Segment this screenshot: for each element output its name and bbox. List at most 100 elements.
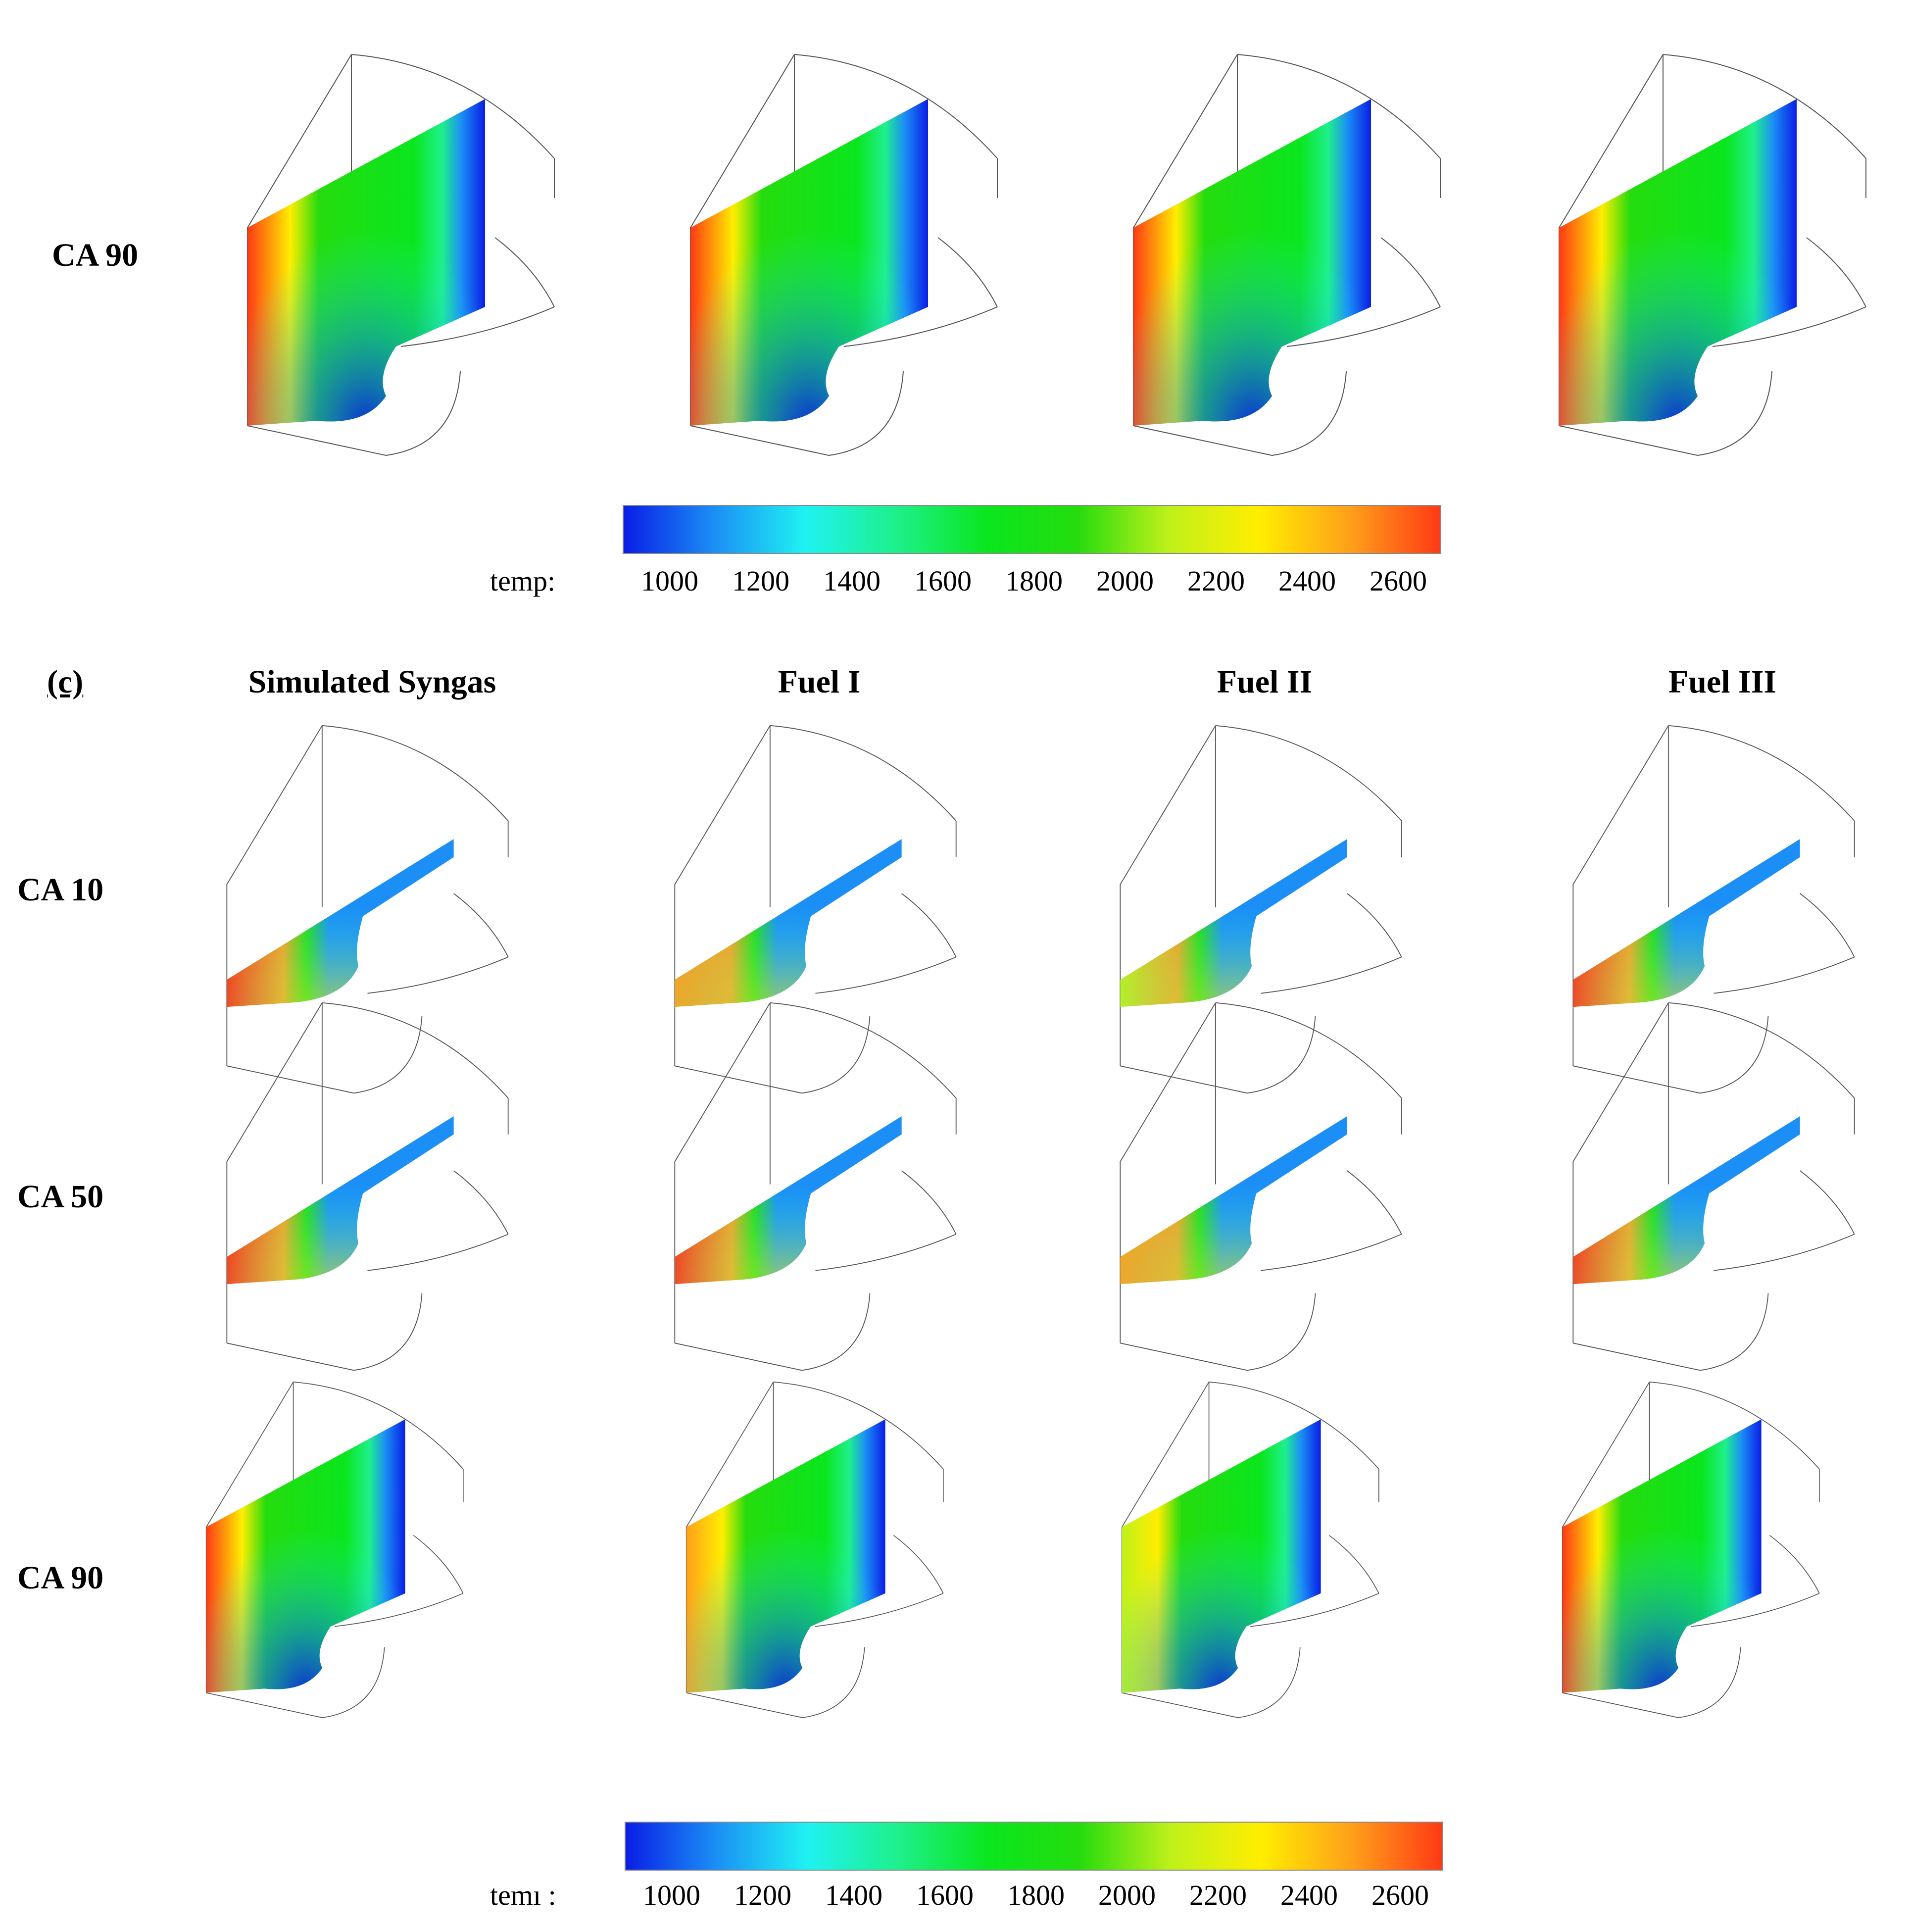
contour-panel xyxy=(678,1361,1034,1718)
bottom-tick: 1000 xyxy=(643,1879,700,1911)
wireframe-arc xyxy=(675,1293,871,1371)
wireframe-arc xyxy=(675,1016,871,1094)
contour-panel xyxy=(1111,725,1438,1094)
wireframe-arc xyxy=(690,371,904,456)
wireframe-arc xyxy=(1649,1382,1820,1470)
wireframe-arc xyxy=(400,237,555,347)
top-tick: 2400 xyxy=(1278,565,1336,597)
bottom-tick: 2000 xyxy=(1098,1879,1156,1911)
contour-svg xyxy=(674,725,957,1094)
wireframe-arc xyxy=(1215,1002,1402,1098)
wireframe-arc xyxy=(1286,237,1441,347)
wireframe-arc xyxy=(1120,1293,1316,1371)
wireframe-arc xyxy=(1714,893,1855,994)
column-title-fuel-ii: Fuel II xyxy=(1217,664,1313,700)
row-label-ca90: CA 90 xyxy=(17,1560,104,1596)
row-label-ca10: CA 10 xyxy=(17,872,104,908)
row-label-ca50: CA 50 xyxy=(17,1179,104,1215)
wireframe-arc xyxy=(1573,1293,1769,1371)
contour-panel xyxy=(218,725,544,1094)
wireframe-edge xyxy=(674,725,771,1066)
wireframe-edge xyxy=(1121,1382,1210,1693)
contour-panel xyxy=(666,1002,992,1371)
wireframe-arc xyxy=(351,54,555,159)
contour-svg xyxy=(226,725,509,1094)
wireframe-arc xyxy=(1663,54,1866,159)
temperature-core xyxy=(1120,839,1347,1007)
top-tick: 2600 xyxy=(1370,565,1427,597)
top-tick: 2000 xyxy=(1096,565,1154,597)
wireframe-arc xyxy=(773,1382,944,1470)
wireframe-arc xyxy=(206,1647,385,1718)
contour-svg xyxy=(1572,725,1855,1094)
wireframe-arc xyxy=(1573,1016,1769,1094)
wireframe-arc xyxy=(794,54,998,159)
temperature-core xyxy=(227,1116,454,1285)
bottom-tick: 1600 xyxy=(916,1879,974,1911)
contour-svg xyxy=(690,54,998,456)
wireframe-edge xyxy=(1572,1002,1669,1343)
colorbar-bottom-label: temı : xyxy=(490,1879,556,1911)
temperature-core xyxy=(1122,1419,1321,1693)
wireframe-edge xyxy=(1572,725,1669,1066)
bottom-tick: 2400 xyxy=(1280,1879,1338,1911)
contour-panel xyxy=(1564,1002,1891,1371)
top-tick: 1400 xyxy=(823,565,881,597)
wireframe-arc xyxy=(227,1293,423,1371)
wireframe-arc xyxy=(770,1002,957,1098)
wireframe-arc xyxy=(1712,237,1866,347)
wireframe-arc xyxy=(1209,1382,1379,1470)
column-title-fuel-iii: Fuel III xyxy=(1668,664,1777,700)
contour-svg xyxy=(1121,1382,1379,1718)
colorbar-top xyxy=(623,505,1441,554)
top-tick: 1200 xyxy=(732,565,789,597)
contour-panel xyxy=(1111,1002,1438,1371)
contour-panel xyxy=(1549,30,1906,456)
contour-svg xyxy=(1120,1002,1402,1371)
bottom-tick: 1200 xyxy=(734,1879,791,1911)
wireframe-arc xyxy=(367,893,509,994)
top-row-label-ca90: CA 90 xyxy=(52,237,139,273)
contour-svg xyxy=(1572,1002,1855,1371)
section-label: (c) xyxy=(47,664,84,700)
wireframe-arc xyxy=(770,725,957,821)
temperature-core xyxy=(1559,99,1797,426)
contour-panel xyxy=(1554,1361,1910,1718)
wireframe-arc xyxy=(1559,371,1772,456)
wireframe-arc xyxy=(1261,1170,1402,1271)
wireframe-arc xyxy=(815,893,957,994)
wireframe-arc xyxy=(815,1535,944,1627)
wireframe-arc xyxy=(686,1647,865,1718)
temperature-core xyxy=(675,1116,902,1285)
wireframe-arc xyxy=(322,1002,509,1098)
bottom-tick: 1400 xyxy=(825,1879,882,1911)
top-tick: 2200 xyxy=(1187,565,1245,597)
contour-svg xyxy=(1120,725,1402,1094)
temperature-core xyxy=(227,839,454,1007)
contour-panel xyxy=(1114,1361,1470,1718)
wireframe-edge xyxy=(674,1002,771,1343)
wireframe-arc xyxy=(247,371,461,456)
wireframe-arc xyxy=(367,1170,509,1271)
bottom-tick: 2200 xyxy=(1189,1879,1247,1911)
contour-panel xyxy=(666,725,992,1094)
contour-svg xyxy=(674,1002,957,1371)
temperature-core xyxy=(675,839,902,1007)
top-tick: 1800 xyxy=(1005,565,1063,597)
wireframe-edge xyxy=(1120,725,1216,1066)
contour-panel xyxy=(218,1002,544,1371)
top-tick: 1000 xyxy=(641,565,698,597)
contour-svg xyxy=(1559,54,1866,456)
contour-svg xyxy=(686,1382,944,1718)
contour-panel xyxy=(198,1361,554,1718)
colorbar-bottom xyxy=(625,1822,1443,1871)
contour-panel xyxy=(681,30,1037,456)
contour-panel xyxy=(238,30,594,456)
wireframe-arc xyxy=(1215,725,1402,821)
top-tick: 1600 xyxy=(914,565,972,597)
wireframe-arc xyxy=(1714,1170,1855,1271)
temperature-core xyxy=(686,1419,885,1693)
contour-svg xyxy=(226,1002,509,1371)
bottom-tick: 1800 xyxy=(1007,1879,1065,1911)
temperature-core xyxy=(247,99,485,426)
